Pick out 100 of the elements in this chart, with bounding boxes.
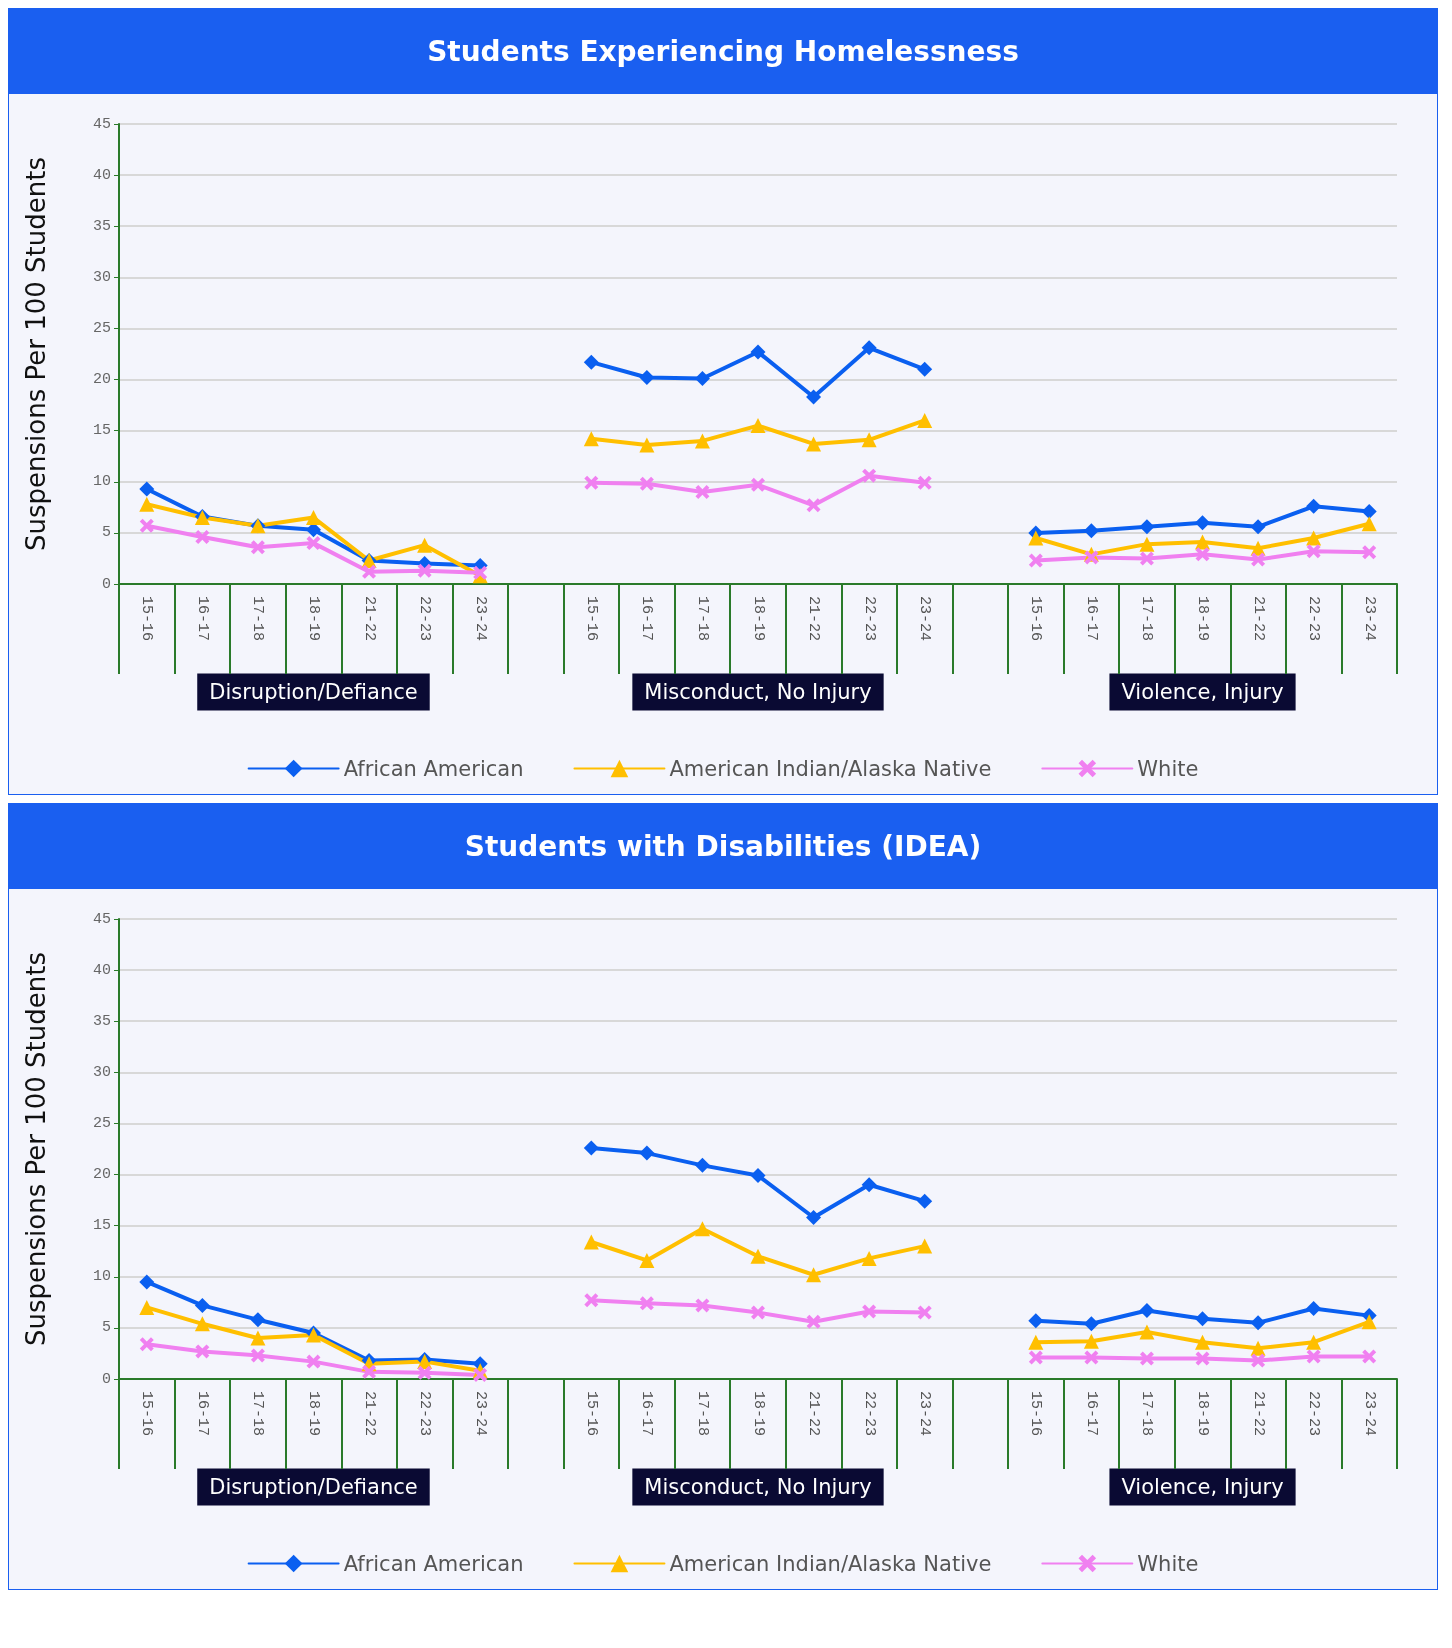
point bbox=[861, 1250, 877, 1266]
point bbox=[1139, 1303, 1155, 1319]
point bbox=[1028, 1313, 1044, 1329]
legend-label: American Indian/Alaska Native bbox=[669, 1551, 992, 1576]
point bbox=[1139, 536, 1155, 552]
x-tick-label: 16-17 bbox=[193, 596, 211, 642]
x-tick-label: 17-18 bbox=[1138, 1391, 1156, 1437]
point bbox=[1028, 553, 1043, 568]
point bbox=[1084, 1350, 1099, 1365]
point bbox=[1139, 519, 1155, 535]
point bbox=[1250, 519, 1266, 535]
point bbox=[583, 1234, 599, 1250]
point bbox=[584, 475, 599, 490]
point bbox=[1361, 516, 1377, 532]
point bbox=[861, 340, 877, 356]
point bbox=[139, 1274, 155, 1290]
point bbox=[695, 485, 710, 499]
point bbox=[1306, 1349, 1321, 1364]
x-tick-label: 17-18 bbox=[1138, 596, 1156, 642]
point bbox=[1306, 498, 1322, 514]
legend-label: African American bbox=[343, 1551, 524, 1576]
x-tick-label: 22-23 bbox=[1305, 596, 1323, 642]
x-tick-label: 15-16 bbox=[1027, 1391, 1045, 1437]
x-tick-label: 16-17 bbox=[638, 596, 656, 642]
point bbox=[1195, 1311, 1211, 1327]
point bbox=[750, 344, 766, 360]
x-tick-label: 23-24 bbox=[916, 596, 934, 642]
point bbox=[861, 1177, 877, 1193]
point bbox=[639, 1145, 655, 1161]
point bbox=[694, 371, 710, 387]
point bbox=[194, 1297, 210, 1313]
point bbox=[1251, 552, 1266, 567]
y-tick-label: 5 bbox=[101, 524, 111, 542]
point bbox=[250, 540, 265, 555]
point bbox=[1361, 1314, 1377, 1330]
point bbox=[750, 1248, 766, 1264]
x-tick-label: 18-19 bbox=[304, 596, 322, 642]
point bbox=[362, 1364, 377, 1379]
y-tick-label: 5 bbox=[101, 1319, 111, 1337]
point bbox=[1084, 550, 1099, 565]
y-tick-label: 30 bbox=[92, 1063, 111, 1081]
x-tick-label: 18-19 bbox=[304, 1391, 322, 1437]
point bbox=[694, 433, 710, 449]
y-tick-label: 10 bbox=[92, 473, 111, 491]
point bbox=[862, 468, 877, 483]
point bbox=[250, 1330, 266, 1346]
legend-label: White bbox=[1137, 756, 1199, 781]
x-tick-label: 17-18 bbox=[693, 1391, 711, 1437]
point bbox=[1250, 1315, 1266, 1331]
point bbox=[751, 1305, 765, 1320]
point bbox=[417, 563, 432, 578]
point bbox=[1362, 545, 1377, 560]
point bbox=[806, 389, 822, 405]
point bbox=[139, 1299, 155, 1315]
y-tick-label: 0 bbox=[101, 1370, 111, 1388]
point bbox=[583, 354, 599, 370]
x-tick-label: 15-16 bbox=[1027, 596, 1045, 642]
legend-label: White bbox=[1137, 1551, 1199, 1576]
point bbox=[583, 431, 599, 447]
x-tick-label: 22-23 bbox=[860, 1391, 878, 1437]
y-tick-label: 25 bbox=[92, 1114, 111, 1132]
point bbox=[750, 418, 766, 434]
y-tick-label: 20 bbox=[92, 1166, 111, 1184]
point bbox=[1139, 1351, 1154, 1366]
point bbox=[1362, 1349, 1377, 1364]
point bbox=[306, 536, 321, 551]
y-tick-label: 15 bbox=[92, 422, 111, 440]
point bbox=[639, 1296, 654, 1311]
point bbox=[1139, 1324, 1155, 1340]
text: Violence, Injury bbox=[1121, 1475, 1284, 1499]
point bbox=[139, 518, 154, 533]
point bbox=[694, 1157, 710, 1173]
x-tick-label: 18-19 bbox=[749, 596, 767, 642]
x-tick-label: 18-19 bbox=[1194, 596, 1212, 642]
point bbox=[750, 1168, 766, 1184]
x-tick-label: 17-18 bbox=[249, 1391, 267, 1437]
x-tick-label: 21-22 bbox=[1249, 596, 1267, 642]
point bbox=[362, 564, 377, 579]
point bbox=[695, 1298, 710, 1313]
point bbox=[862, 1304, 877, 1319]
legend-label: African American bbox=[343, 756, 524, 781]
point bbox=[306, 1354, 321, 1369]
x-tick-label: 21-22 bbox=[805, 596, 823, 642]
point bbox=[806, 1314, 821, 1329]
point bbox=[1195, 1351, 1210, 1366]
point bbox=[1195, 547, 1210, 562]
x-tick-label: 23-24 bbox=[471, 596, 489, 642]
x-tick-label: 15-16 bbox=[582, 596, 600, 642]
y-axis-title: Suspensions Per 100 Students bbox=[21, 952, 51, 1346]
y-tick-label: 30 bbox=[92, 268, 111, 286]
point bbox=[861, 432, 877, 448]
y-tick-label: 25 bbox=[92, 319, 111, 337]
point bbox=[917, 1238, 933, 1254]
text: Misconduct, No Injury bbox=[644, 1475, 872, 1499]
point bbox=[417, 1365, 432, 1380]
point bbox=[1306, 530, 1322, 546]
y-tick-label: 35 bbox=[92, 217, 111, 235]
x-tick-label: 22-23 bbox=[416, 596, 434, 642]
point bbox=[806, 1209, 822, 1225]
point bbox=[1195, 1334, 1211, 1350]
